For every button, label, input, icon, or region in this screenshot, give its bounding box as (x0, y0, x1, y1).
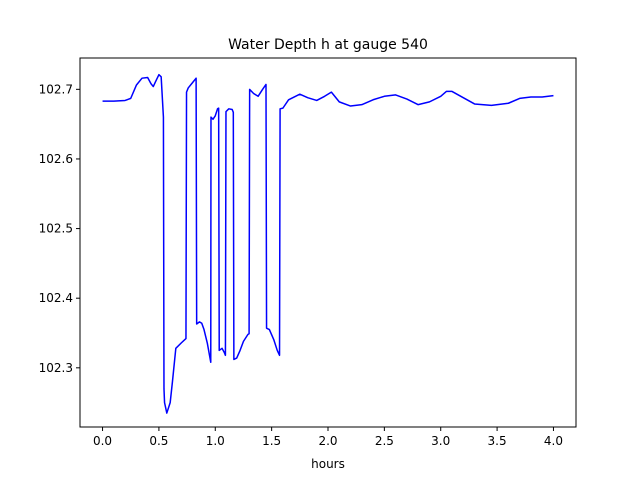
x-tick-label: 1.0 (206, 434, 225, 448)
plot-area-frame (79, 57, 577, 428)
x-tick-label: 3.5 (488, 434, 507, 448)
x-tick-label: 2.0 (318, 434, 337, 448)
chart-title: Water Depth h at gauge 540 (228, 37, 428, 53)
x-tick-label: 1.5 (262, 434, 281, 448)
x-tick-label: 0.5 (149, 434, 168, 448)
x-axis-label: hours (311, 457, 345, 471)
x-tick-label: 2.5 (375, 434, 394, 448)
x-tick-label: 0.0 (93, 434, 112, 448)
y-axis-ticks: 102.3 102.4 102.5 102.6 102.7 (39, 82, 80, 375)
y-tick-label: 102.7 (39, 82, 73, 96)
series-line-water-depth (102, 73, 554, 414)
x-tick-label: 4.0 (544, 434, 563, 448)
x-tick-label: 3.0 (431, 434, 450, 448)
y-tick-label: 102.4 (39, 291, 73, 305)
y-tick-label: 102.6 (39, 152, 73, 166)
x-axis-ticks: 0.0 0.5 1.0 1.5 2.0 2.5 3.0 3.5 4.0 (93, 427, 563, 448)
y-tick-label: 102.5 (39, 222, 73, 236)
y-tick-label: 102.3 (39, 361, 73, 375)
